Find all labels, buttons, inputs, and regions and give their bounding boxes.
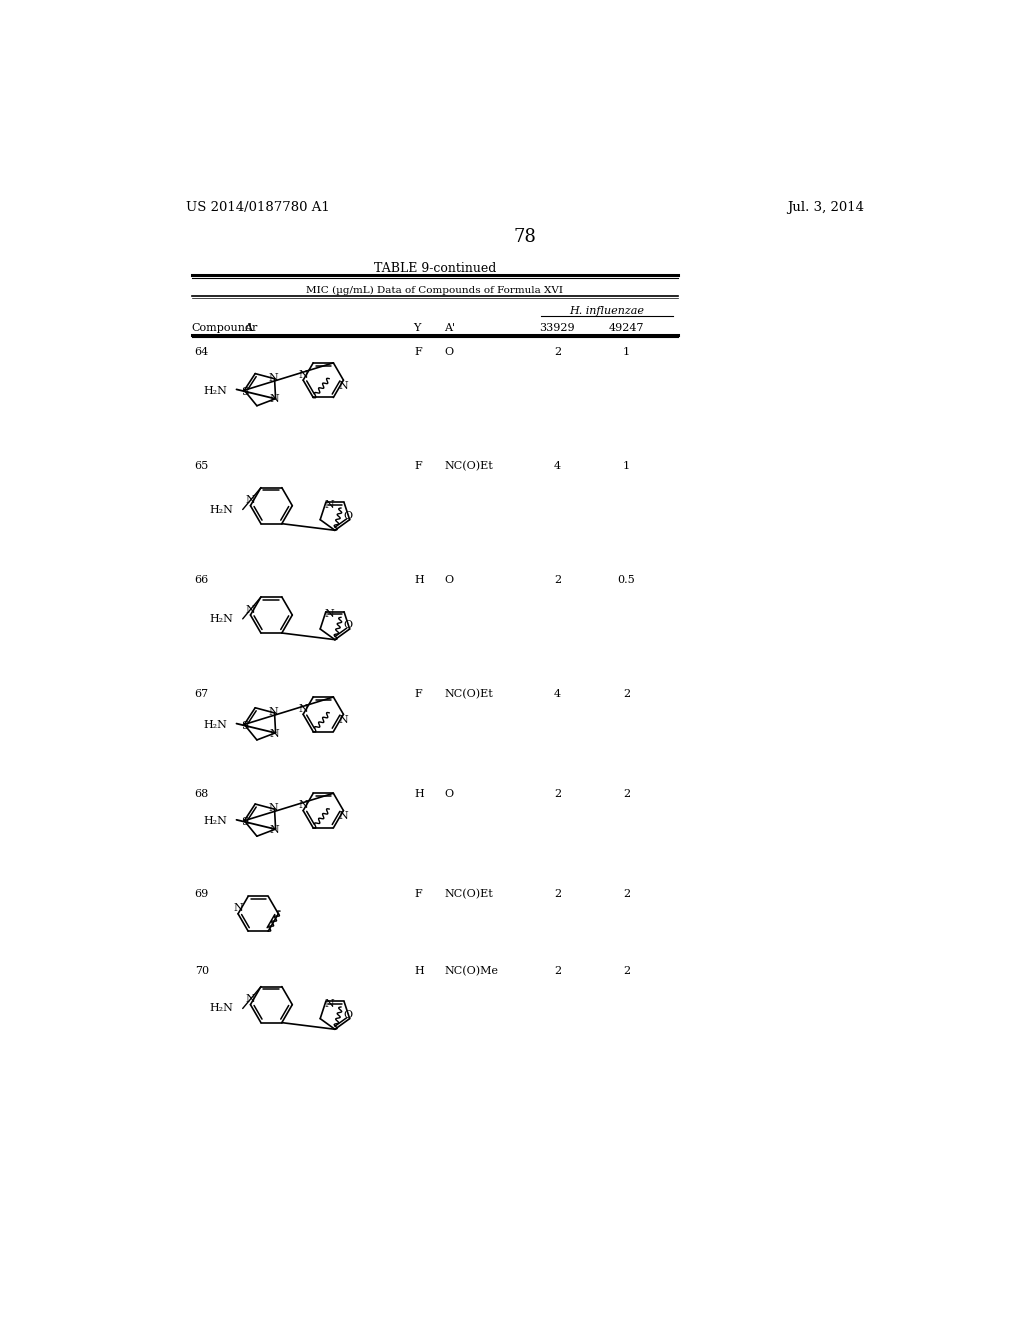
Text: H: H: [415, 789, 425, 799]
Text: 2: 2: [554, 966, 561, 975]
Text: US 2014/0187780 A1: US 2014/0187780 A1: [186, 201, 330, 214]
Text: O: O: [344, 620, 352, 630]
Text: N: N: [298, 704, 308, 714]
Text: 65: 65: [195, 461, 209, 471]
Text: N: N: [246, 994, 255, 1005]
Text: 2: 2: [623, 966, 630, 975]
Text: H₂N: H₂N: [210, 504, 233, 515]
Text: N: N: [324, 609, 334, 619]
Text: F: F: [415, 347, 423, 356]
Text: F: F: [415, 461, 423, 471]
Text: H₂N: H₂N: [204, 385, 227, 396]
Text: TABLE 9-continued: TABLE 9-continued: [374, 263, 496, 276]
Text: H₂N: H₂N: [210, 1003, 233, 1014]
Text: H. influenzae: H. influenzae: [569, 306, 644, 317]
Text: N: N: [339, 714, 348, 725]
Text: O: O: [344, 511, 352, 521]
Text: N: N: [324, 999, 334, 1008]
Text: 69: 69: [195, 890, 209, 899]
Text: H: H: [415, 576, 425, 585]
Text: 2: 2: [554, 347, 561, 356]
Text: O: O: [444, 576, 454, 585]
Text: 4: 4: [554, 461, 561, 471]
Text: NC(O)Et: NC(O)Et: [444, 890, 493, 899]
Text: 2: 2: [623, 689, 630, 698]
Text: N: N: [339, 380, 348, 391]
Text: H₂N: H₂N: [204, 816, 227, 826]
Text: 1: 1: [623, 347, 630, 356]
Text: 1: 1: [623, 461, 630, 471]
Text: 68: 68: [195, 789, 209, 799]
Text: NC(O)Et: NC(O)Et: [444, 689, 493, 700]
Text: 66: 66: [195, 576, 209, 585]
Text: Jul. 3, 2014: Jul. 3, 2014: [787, 201, 864, 214]
Text: N: N: [298, 370, 308, 380]
Text: F: F: [415, 689, 423, 698]
Text: 0.5: 0.5: [617, 576, 635, 585]
Text: N: N: [268, 708, 278, 717]
Text: N: N: [268, 374, 278, 383]
Text: 2: 2: [554, 890, 561, 899]
Text: MIC (µg/mL) Data of Compounds of Formula XVI: MIC (µg/mL) Data of Compounds of Formula…: [306, 286, 563, 296]
Text: 2: 2: [554, 789, 561, 799]
Text: O: O: [444, 347, 454, 356]
Text: H₂N: H₂N: [204, 721, 227, 730]
Text: S: S: [242, 387, 249, 397]
Text: O: O: [444, 789, 454, 799]
Text: O: O: [344, 1010, 352, 1020]
Text: N: N: [246, 605, 255, 615]
Text: S: S: [242, 721, 249, 731]
Text: H: H: [415, 966, 425, 975]
Text: 67: 67: [195, 689, 209, 698]
Text: N: N: [339, 810, 348, 821]
Text: Ar: Ar: [245, 323, 258, 333]
Text: N: N: [268, 804, 278, 813]
Text: 2: 2: [554, 576, 561, 585]
Text: N: N: [269, 395, 279, 404]
Text: 33929: 33929: [540, 323, 575, 333]
Text: A': A': [444, 323, 456, 333]
Text: N: N: [269, 825, 279, 834]
Text: 78: 78: [513, 227, 537, 246]
Text: 64: 64: [195, 347, 209, 356]
Text: 2: 2: [623, 890, 630, 899]
Text: NC(O)Et: NC(O)Et: [444, 461, 493, 471]
Text: N: N: [298, 800, 308, 810]
Text: N: N: [246, 495, 255, 506]
Text: 2: 2: [623, 789, 630, 799]
Text: N: N: [269, 729, 279, 739]
Text: 49247: 49247: [608, 323, 644, 333]
Text: NC(O)Me: NC(O)Me: [444, 966, 499, 977]
Text: 4: 4: [554, 689, 561, 698]
Text: S: S: [242, 817, 249, 828]
Text: H₂N: H₂N: [210, 614, 233, 624]
Text: N: N: [233, 903, 243, 913]
Text: Compound: Compound: [191, 323, 253, 333]
Text: F: F: [415, 890, 423, 899]
Text: N: N: [324, 500, 334, 510]
Text: Y: Y: [414, 323, 421, 333]
Text: 70: 70: [195, 966, 209, 975]
